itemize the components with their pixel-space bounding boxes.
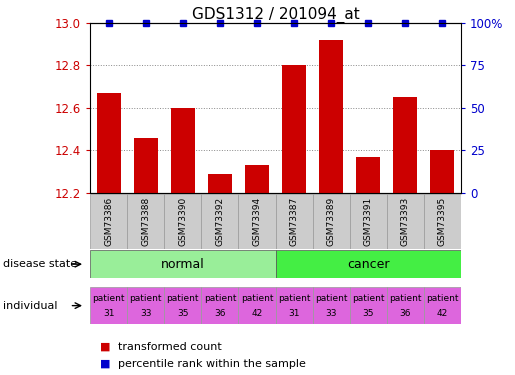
Text: patient: patient bbox=[241, 294, 273, 303]
Bar bbox=[276, 250, 461, 278]
Bar bbox=[319, 40, 343, 193]
Text: GSM73386: GSM73386 bbox=[104, 197, 113, 246]
Bar bbox=[201, 194, 238, 249]
Text: 36: 36 bbox=[400, 309, 411, 318]
Bar bbox=[356, 157, 380, 193]
Text: 42: 42 bbox=[251, 309, 263, 318]
Text: transformed count: transformed count bbox=[118, 342, 222, 352]
Text: 33: 33 bbox=[325, 309, 337, 318]
Text: GSM73389: GSM73389 bbox=[327, 197, 336, 246]
Text: patient: patient bbox=[129, 294, 162, 303]
Text: percentile rank within the sample: percentile rank within the sample bbox=[118, 359, 306, 369]
Text: 31: 31 bbox=[103, 309, 114, 318]
Text: GSM73392: GSM73392 bbox=[215, 197, 225, 246]
Bar bbox=[164, 194, 201, 249]
Text: 35: 35 bbox=[363, 309, 374, 318]
Text: individual: individual bbox=[3, 301, 57, 310]
Bar bbox=[238, 287, 276, 324]
Text: ■: ■ bbox=[100, 342, 111, 352]
Text: patient: patient bbox=[203, 294, 236, 303]
Text: 36: 36 bbox=[214, 309, 226, 318]
Text: GSM73390: GSM73390 bbox=[178, 197, 187, 246]
Text: 42: 42 bbox=[437, 309, 448, 318]
Bar bbox=[90, 194, 127, 249]
Text: GSM73387: GSM73387 bbox=[289, 197, 299, 246]
Bar bbox=[350, 287, 387, 324]
Text: GSM73394: GSM73394 bbox=[252, 197, 262, 246]
Bar bbox=[431, 150, 454, 193]
Text: patient: patient bbox=[166, 294, 199, 303]
Text: patient: patient bbox=[278, 294, 311, 303]
Bar bbox=[97, 93, 121, 193]
Text: patient: patient bbox=[426, 294, 459, 303]
Text: 31: 31 bbox=[288, 309, 300, 318]
Text: GSM73391: GSM73391 bbox=[364, 197, 373, 246]
Bar bbox=[245, 165, 269, 193]
Bar bbox=[387, 287, 424, 324]
Bar bbox=[350, 194, 387, 249]
Bar bbox=[276, 287, 313, 324]
Bar bbox=[424, 194, 461, 249]
Text: GSM73388: GSM73388 bbox=[141, 197, 150, 246]
Bar bbox=[238, 194, 276, 249]
Text: GSM73395: GSM73395 bbox=[438, 197, 447, 246]
Text: ■: ■ bbox=[100, 359, 111, 369]
Text: cancer: cancer bbox=[347, 258, 389, 271]
Bar bbox=[313, 287, 350, 324]
Bar bbox=[171, 108, 195, 193]
Title: GDS1312 / 201094_at: GDS1312 / 201094_at bbox=[192, 6, 359, 22]
Text: GSM73393: GSM73393 bbox=[401, 197, 410, 246]
Text: disease state: disease state bbox=[3, 259, 77, 269]
Bar bbox=[90, 250, 276, 278]
Bar bbox=[393, 97, 417, 193]
Bar bbox=[201, 287, 238, 324]
Text: patient: patient bbox=[315, 294, 348, 303]
Bar bbox=[164, 287, 201, 324]
Bar bbox=[282, 65, 306, 193]
Text: patient: patient bbox=[389, 294, 422, 303]
Text: 33: 33 bbox=[140, 309, 151, 318]
Bar bbox=[127, 194, 164, 249]
Text: 35: 35 bbox=[177, 309, 188, 318]
Text: patient: patient bbox=[352, 294, 385, 303]
Bar bbox=[134, 138, 158, 193]
Bar bbox=[276, 194, 313, 249]
Bar bbox=[208, 174, 232, 193]
Bar bbox=[387, 194, 424, 249]
Text: normal: normal bbox=[161, 258, 204, 271]
Bar bbox=[313, 194, 350, 249]
Bar bbox=[127, 287, 164, 324]
Bar bbox=[90, 287, 127, 324]
Bar bbox=[424, 287, 461, 324]
Text: patient: patient bbox=[92, 294, 125, 303]
